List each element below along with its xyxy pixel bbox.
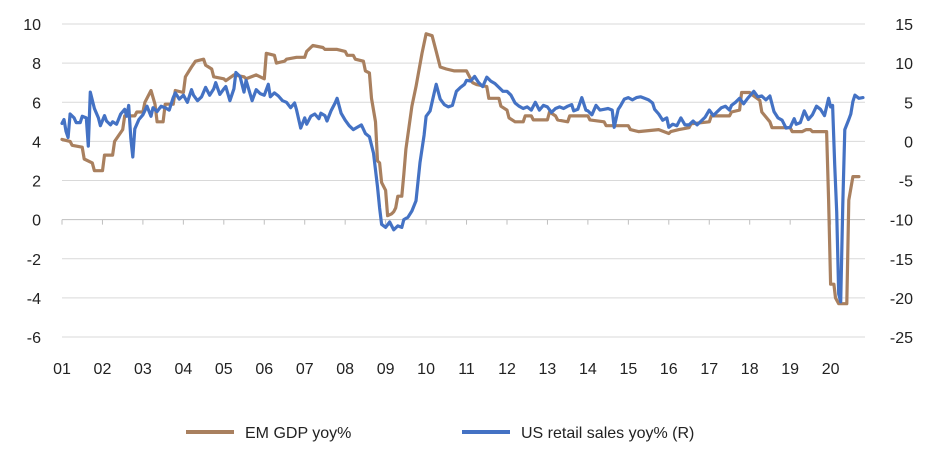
series-lines: [60, 32, 865, 306]
x-tick-label: 06: [255, 361, 273, 378]
x-tick-label: 07: [296, 361, 314, 378]
left-y-axis-ticks: -6 -4 -2 0 2 4 6 8 10: [23, 17, 41, 347]
x-tick-label: 20: [822, 361, 840, 378]
x-tick-label: 11: [458, 361, 475, 378]
legend: EM GDP yoy% US retail sales yoy% (R): [186, 425, 694, 442]
x-axis-ticks: 01 02 03 04 05 06 07 08 09 10 11 12 13 14 15 16 17 18 19 20: [53, 219, 840, 378]
right-y-tick-label: 5: [904, 95, 913, 112]
x-tick-label: 17: [700, 361, 718, 378]
left-y-tick-label: 2: [32, 174, 41, 191]
left-y-tick-label: 6: [32, 95, 41, 112]
right-y-tick-label: 15: [895, 17, 913, 34]
right-y-axis-ticks: -25 -20 -15 -10 -5 0 5 10 15: [890, 17, 913, 347]
right-y-tick-label: -20: [890, 291, 913, 308]
x-tick-label: 12: [498, 361, 516, 378]
x-tick-label: 18: [741, 361, 759, 378]
right-y-tick-label: -25: [890, 330, 913, 347]
x-tick-label: 08: [336, 361, 354, 378]
series-line-em-gdp: [60, 32, 861, 306]
right-y-tick-label: -15: [890, 252, 913, 269]
x-tick-label: 13: [539, 361, 557, 378]
x-tick-label: 09: [377, 361, 395, 378]
x-tick-label: 02: [94, 361, 112, 378]
left-y-tick-label: -2: [27, 252, 41, 269]
x-tick-label: 03: [134, 361, 152, 378]
x-tick-label: 16: [660, 361, 678, 378]
x-tick-label: 10: [417, 361, 435, 378]
x-tick-label: 04: [174, 361, 192, 378]
right-y-tick-label: -10: [890, 213, 913, 230]
x-tick-label: 15: [619, 361, 637, 378]
legend-label-us-retail: US retail sales yoy% (R): [521, 425, 694, 442]
left-y-tick-label: 4: [32, 134, 41, 151]
left-y-tick-label: 8: [32, 56, 41, 73]
legend-label-em-gdp: EM GDP yoy%: [245, 425, 351, 442]
x-tick-label: 14: [579, 361, 597, 378]
x-tick-label: 19: [781, 361, 799, 378]
right-y-tick-label: 10: [895, 56, 913, 73]
right-y-tick-label: 0: [904, 134, 913, 151]
left-y-tick-label: -6: [27, 330, 41, 347]
left-y-tick-label: -4: [27, 291, 41, 308]
left-y-tick-label: 0: [32, 213, 41, 230]
x-tick-label: 05: [215, 361, 233, 378]
left-y-tick-label: 10: [23, 17, 41, 34]
series-line-us-retail: [60, 70, 865, 304]
right-y-tick-label: -5: [899, 174, 913, 191]
x-tick-label: 01: [53, 361, 71, 378]
